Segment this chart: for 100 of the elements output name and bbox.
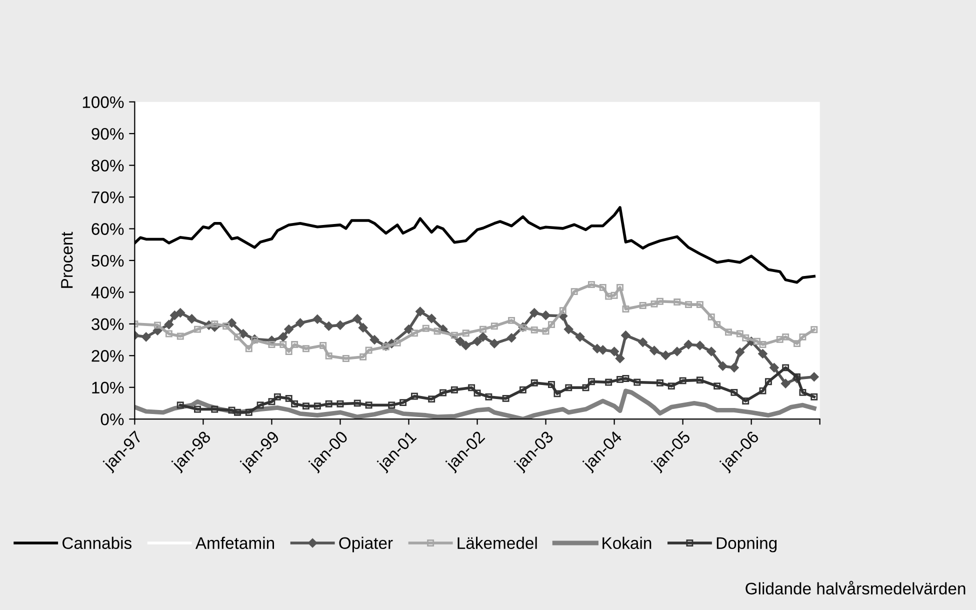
point xyxy=(176,402,184,409)
point xyxy=(656,298,664,305)
point xyxy=(234,408,241,416)
line-series xyxy=(176,364,818,416)
point xyxy=(325,352,332,360)
y-axis-title: Procent xyxy=(61,232,73,288)
point xyxy=(410,330,418,337)
point xyxy=(548,321,555,328)
point xyxy=(530,326,538,334)
point xyxy=(428,396,436,403)
point xyxy=(794,373,800,380)
point xyxy=(274,393,281,400)
point xyxy=(714,321,721,328)
y-tick-label: 100% xyxy=(82,96,124,108)
point xyxy=(394,339,401,346)
point xyxy=(410,392,418,400)
point xyxy=(685,301,692,308)
point xyxy=(622,306,630,312)
point xyxy=(314,402,321,410)
point xyxy=(462,330,470,337)
point xyxy=(799,388,806,396)
y-tick-label: 30% xyxy=(92,318,124,330)
point xyxy=(440,389,446,396)
point xyxy=(194,326,201,333)
point xyxy=(570,288,578,296)
point xyxy=(565,384,572,392)
point xyxy=(548,381,555,388)
y-tick-label: 20% xyxy=(92,350,124,362)
point xyxy=(365,402,372,409)
point xyxy=(782,333,790,340)
legend-label: Dopning xyxy=(716,536,777,552)
point xyxy=(605,378,612,386)
line-series xyxy=(134,388,816,420)
point xyxy=(742,398,750,404)
point xyxy=(588,378,595,386)
point xyxy=(285,394,292,402)
point xyxy=(251,336,258,344)
point xyxy=(360,353,367,360)
y-tick-label: 90% xyxy=(92,128,124,140)
point xyxy=(245,345,252,352)
point xyxy=(782,364,790,372)
y-tick-label: 70% xyxy=(92,191,124,204)
point xyxy=(245,408,252,416)
point xyxy=(610,292,618,299)
point xyxy=(668,382,675,390)
point xyxy=(154,322,161,329)
point xyxy=(302,402,310,410)
point xyxy=(211,320,218,328)
point xyxy=(634,378,641,386)
point xyxy=(434,328,441,335)
point xyxy=(474,390,481,397)
point xyxy=(222,322,230,330)
point xyxy=(730,388,738,396)
point xyxy=(742,334,750,342)
point xyxy=(696,376,704,384)
point xyxy=(736,330,744,338)
point xyxy=(194,406,201,413)
point xyxy=(759,341,766,348)
point xyxy=(450,332,458,339)
point xyxy=(622,374,630,382)
point xyxy=(422,324,430,332)
point xyxy=(725,328,732,336)
point xyxy=(268,398,276,406)
point xyxy=(714,382,721,390)
point xyxy=(165,330,172,338)
point xyxy=(794,340,800,348)
point xyxy=(588,281,595,288)
point xyxy=(490,322,498,330)
point xyxy=(354,400,361,407)
point xyxy=(674,298,681,306)
point xyxy=(650,300,658,308)
point xyxy=(810,393,818,400)
point xyxy=(502,394,510,402)
point xyxy=(291,400,298,408)
point xyxy=(280,341,287,348)
text: Glidande halvårsmedelvärden xyxy=(746,580,966,595)
point xyxy=(810,326,818,334)
point xyxy=(400,399,407,406)
line-series xyxy=(134,281,818,362)
point xyxy=(799,333,806,340)
point xyxy=(268,341,276,348)
point xyxy=(211,406,218,413)
point xyxy=(754,338,761,345)
point xyxy=(342,355,350,362)
legend-label: Läkemedel xyxy=(458,536,537,550)
point xyxy=(291,341,298,348)
point xyxy=(776,336,784,343)
point xyxy=(696,301,704,308)
point xyxy=(639,302,646,309)
legend-label: Cannabis xyxy=(62,536,132,550)
point xyxy=(764,378,772,386)
point xyxy=(759,387,766,394)
point xyxy=(616,376,624,383)
point xyxy=(582,384,590,392)
point xyxy=(519,386,526,394)
point xyxy=(679,377,686,384)
y-tick-label: 10% xyxy=(92,382,124,394)
point xyxy=(599,284,606,291)
point xyxy=(388,402,396,409)
point xyxy=(485,393,492,400)
